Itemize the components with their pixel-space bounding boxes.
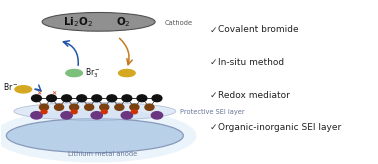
Text: ✓: ✓ (210, 123, 217, 132)
Text: Lithium metal anode: Lithium metal anode (68, 151, 137, 157)
Ellipse shape (41, 110, 47, 114)
Ellipse shape (32, 95, 41, 102)
Text: ✓: ✓ (210, 25, 217, 34)
Text: O$_2$: O$_2$ (116, 15, 130, 29)
Text: Covalent bromide: Covalent bromide (218, 25, 299, 34)
Ellipse shape (31, 112, 42, 119)
Ellipse shape (0, 109, 197, 163)
Ellipse shape (100, 104, 109, 110)
Text: Organic-inorganic SEI layer: Organic-inorganic SEI layer (218, 123, 342, 132)
Circle shape (119, 70, 135, 77)
Ellipse shape (70, 104, 79, 110)
Ellipse shape (91, 112, 102, 119)
Ellipse shape (101, 110, 107, 114)
Ellipse shape (145, 104, 154, 110)
Text: Br$^-$: Br$^-$ (3, 81, 18, 92)
Ellipse shape (46, 95, 56, 102)
Ellipse shape (152, 95, 162, 102)
Ellipse shape (6, 119, 183, 153)
Ellipse shape (61, 112, 72, 119)
Ellipse shape (115, 104, 124, 110)
Text: ✓: ✓ (210, 58, 217, 67)
Ellipse shape (42, 12, 155, 31)
Ellipse shape (130, 104, 139, 110)
Text: Li$_2$O$_2$: Li$_2$O$_2$ (63, 15, 93, 29)
Ellipse shape (107, 95, 117, 102)
Ellipse shape (77, 95, 87, 102)
Circle shape (66, 70, 82, 77)
Ellipse shape (132, 110, 138, 114)
Ellipse shape (121, 112, 133, 119)
Text: Redox mediator: Redox mediator (218, 91, 290, 100)
Ellipse shape (92, 95, 102, 102)
Ellipse shape (54, 104, 64, 110)
Text: Cathode: Cathode (164, 20, 193, 26)
Text: ✕: ✕ (36, 92, 41, 97)
Text: Protective SEI layer: Protective SEI layer (180, 109, 244, 115)
Text: ✕: ✕ (51, 92, 56, 97)
Ellipse shape (62, 95, 71, 102)
Ellipse shape (137, 95, 147, 102)
Ellipse shape (14, 102, 176, 120)
Ellipse shape (39, 104, 48, 110)
Ellipse shape (85, 104, 94, 110)
Ellipse shape (122, 95, 132, 102)
Text: In-situ method: In-situ method (218, 58, 285, 67)
Text: ✓: ✓ (210, 91, 217, 100)
Ellipse shape (71, 110, 77, 114)
Text: Br$_3^-$: Br$_3^-$ (85, 66, 100, 80)
Circle shape (15, 86, 32, 93)
Ellipse shape (151, 112, 163, 119)
